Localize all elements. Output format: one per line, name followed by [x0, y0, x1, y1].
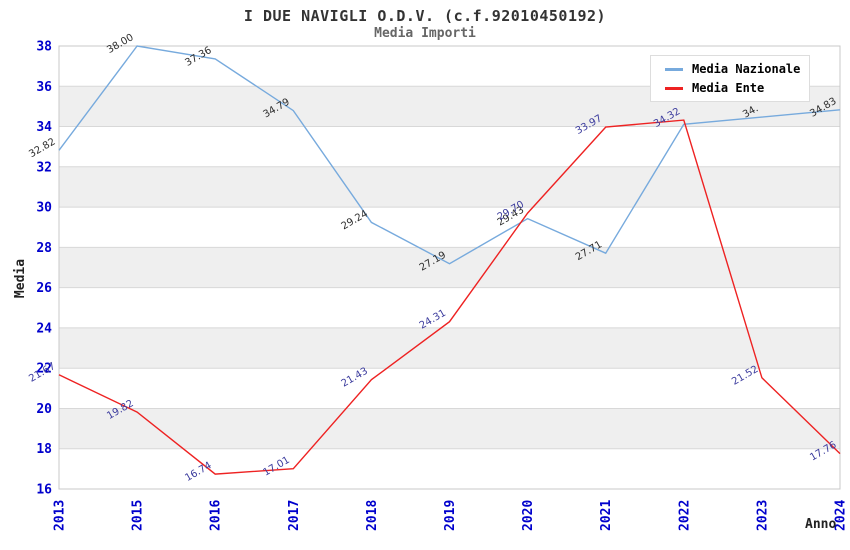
legend-item-media-ente: Media Ente [665, 82, 809, 94]
svg-text:2015: 2015 [131, 500, 146, 531]
legend-label-media-ente: Media Ente [692, 81, 765, 95]
legend-swatch-media-ente-icon [665, 86, 683, 90]
svg-text:34: 34 [36, 120, 52, 135]
svg-text:18: 18 [36, 442, 52, 457]
svg-text:2024: 2024 [834, 500, 849, 531]
svg-text:16: 16 [36, 483, 52, 498]
svg-text:26: 26 [36, 281, 52, 296]
page-title: I DUE NAVIGLI O.D.V. (c.f.92010450192) [243, 7, 607, 25]
svg-text:38: 38 [36, 40, 52, 55]
svg-text:20: 20 [36, 402, 52, 417]
svg-text:2023: 2023 [755, 500, 770, 531]
svg-text:2018: 2018 [365, 500, 380, 531]
svg-text:2019: 2019 [443, 500, 458, 531]
svg-text:2017: 2017 [287, 500, 302, 531]
svg-text:2016: 2016 [209, 500, 224, 531]
legend-swatch-media-nazionale-icon [665, 67, 683, 71]
svg-text:22: 22 [36, 362, 52, 377]
legend: Media Nazionale Media Ente [650, 55, 810, 102]
svg-text:32.82: 32.82 [27, 136, 57, 160]
y-axis-title: Media [13, 258, 29, 299]
svg-text:2013: 2013 [53, 500, 68, 531]
svg-text:36: 36 [36, 80, 52, 95]
page-subtitle: Media Importi [374, 26, 476, 41]
legend-item-media-nazionale: Media Nazionale [665, 63, 809, 75]
svg-text:28: 28 [36, 241, 52, 256]
x-axis-title: Anno [805, 517, 837, 532]
svg-text:24: 24 [36, 321, 52, 336]
legend-label-media-nazionale: Media Nazionale [692, 62, 801, 76]
svg-text:32: 32 [36, 160, 52, 175]
svg-text:2021: 2021 [599, 500, 614, 531]
svg-text:2020: 2020 [521, 500, 536, 531]
svg-text:2022: 2022 [677, 500, 692, 531]
svg-text:30: 30 [36, 201, 52, 216]
